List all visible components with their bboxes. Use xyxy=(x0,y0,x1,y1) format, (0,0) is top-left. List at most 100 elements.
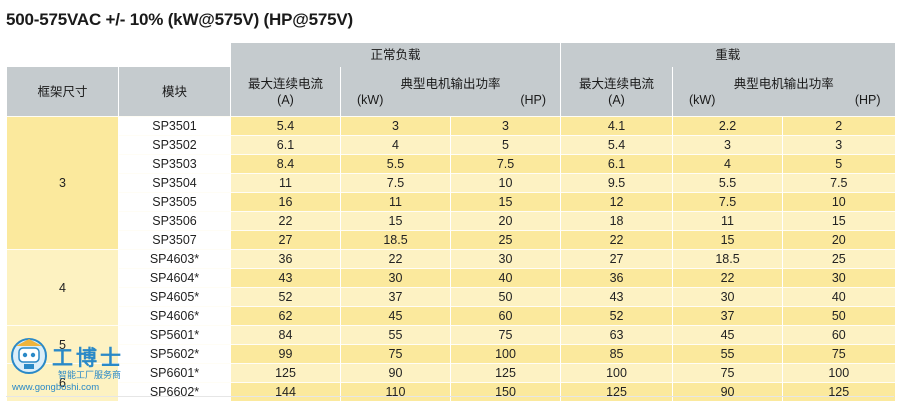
value-cell-h-a: 63 xyxy=(560,325,673,345)
value-cell-n-hp: 10 xyxy=(449,173,561,193)
value-cell-h-kw: 30 xyxy=(672,287,783,307)
header-row-groups: 正常负载 重载 xyxy=(6,43,895,67)
value-cell-n-kw: 11 xyxy=(340,192,451,212)
value-cell-h-kw: 7.5 xyxy=(672,192,783,212)
value-cell-h-hp: 20 xyxy=(782,230,895,250)
module-cell: SP4604* xyxy=(118,268,231,288)
value-cell-n-kw: 55 xyxy=(340,325,451,345)
value-cell-n-a: 52 xyxy=(230,287,341,307)
table-row: SP6602* 144 110 150 125 90 125 xyxy=(7,382,895,401)
table-row: 3 SP3501 5.4 3 3 4.1 2.2 2 xyxy=(6,116,895,250)
value-cell-n-hp: 150 xyxy=(449,382,561,401)
frame-size-cell: 6 xyxy=(6,363,119,401)
value-cell-h-hp: 60 xyxy=(782,325,895,345)
value-cell-n-a: 84 xyxy=(230,325,341,345)
value-cell-n-kw: 22 xyxy=(340,249,451,269)
module-cell: SP3507 xyxy=(118,230,231,250)
value-cell-n-kw: 45 xyxy=(340,306,451,326)
value-cell-h-a: 125 xyxy=(560,382,673,401)
header-unit: (A) xyxy=(277,92,294,107)
value-cell-h-kw: 22 xyxy=(672,268,783,288)
value-cell-h-a: 100 xyxy=(560,363,673,383)
value-cell-n-hp: 50 xyxy=(449,287,561,307)
value-cell-h-kw: 3 xyxy=(672,135,783,155)
module-cell: SP4606* xyxy=(118,306,231,326)
value-cell-h-hp: 5 xyxy=(782,154,895,174)
value-cell-n-hp: 3 xyxy=(449,116,561,136)
value-cell-n-kw: 37 xyxy=(340,287,451,307)
value-cell-n-kw: 7.5 xyxy=(340,173,451,193)
value-cell-h-hp: 3 xyxy=(782,135,895,155)
header-heavy-motor-power: 典型电机输出功率 (kW) (HP) xyxy=(672,67,895,117)
module-cell: SP3504 xyxy=(118,173,231,193)
table-row: 5 SP5601* 84 55 75 63 45 60 xyxy=(6,325,895,364)
value-cell-h-kw: 18.5 xyxy=(672,249,783,269)
table-row: SP4604* 43 30 40 36 22 30 xyxy=(7,268,895,288)
table-row: 4 SP4603* 36 22 30 27 18.5 25 xyxy=(6,249,895,326)
table-row: SP4605* 52 37 50 43 30 40 xyxy=(7,287,895,307)
value-cell-h-hp: 25 xyxy=(782,249,895,269)
value-cell-n-hp: 40 xyxy=(449,268,561,288)
header-normal-max-current: 最大连续电流 (A) xyxy=(230,67,341,117)
value-cell-n-hp: 7.5 xyxy=(449,154,561,174)
table-row: SP3506 22 15 20 18 11 15 xyxy=(7,211,895,231)
value-cell-n-kw: 90 xyxy=(340,363,451,383)
header-unit: (A) xyxy=(608,92,625,107)
value-cell-n-kw: 15 xyxy=(340,211,451,231)
frame-size-cell: 3 xyxy=(6,116,119,250)
value-cell-h-hp: 2 xyxy=(782,116,895,136)
value-cell-h-a: 4.1 xyxy=(560,116,673,136)
value-cell-h-kw: 55 xyxy=(672,344,783,364)
value-cell-h-a: 43 xyxy=(560,287,673,307)
table-row: SP3503 8.4 5.5 7.5 6.1 4 5 xyxy=(7,154,895,174)
header-blank xyxy=(118,43,231,67)
value-cell-h-a: 18 xyxy=(560,211,673,231)
module-cell: SP3505 xyxy=(118,192,231,212)
table-row: SP3507 27 18.5 25 22 15 20 xyxy=(7,230,895,250)
header-label: 最大连续电流 xyxy=(247,76,323,91)
frame-size-cell: 5 xyxy=(6,325,119,364)
value-cell-h-hp: 50 xyxy=(782,306,895,326)
value-cell-h-kw: 75 xyxy=(672,363,783,383)
value-cell-h-a: 36 xyxy=(560,268,673,288)
value-cell-h-hp: 15 xyxy=(782,211,895,231)
value-cell-h-hp: 10 xyxy=(782,192,895,212)
module-cell: SP4603* xyxy=(118,249,231,269)
value-cell-n-hp: 15 xyxy=(449,192,561,212)
module-cell: SP4605* xyxy=(118,287,231,307)
module-cell: SP3502 xyxy=(118,135,231,155)
value-cell-h-kw: 15 xyxy=(672,230,783,250)
value-cell-n-hp: 100 xyxy=(449,344,561,364)
module-cell: SP6602* xyxy=(118,382,231,401)
header-frame-size: 框架尺寸 xyxy=(6,67,119,117)
value-cell-h-kw: 90 xyxy=(672,382,783,401)
header-row-columns: 框架尺寸 模块 最大连续电流 (A) 典型电机输出功率 (kW) (HP) 最大连… xyxy=(6,67,895,117)
value-cell-n-hp: 20 xyxy=(449,211,561,231)
drive-rating-table: 正常负载 重载 框架尺寸 模块 最大连续电流 (A) 典型电机输出功率 (kW)… xyxy=(6,43,895,401)
header-unit: (kW) xyxy=(357,92,384,107)
value-cell-h-a: 27 xyxy=(560,249,673,269)
value-cell-n-a: 125 xyxy=(230,363,341,383)
value-cell-n-a: 22 xyxy=(230,211,341,231)
value-cell-n-a: 16 xyxy=(230,192,341,212)
header-unit: (HP) xyxy=(520,92,547,107)
header-label: 最大连续电流 xyxy=(579,76,655,91)
value-cell-n-kw: 110 xyxy=(340,382,451,401)
module-cell: SP5602* xyxy=(118,344,231,364)
value-cell-h-a: 12 xyxy=(560,192,673,212)
table-row: 6 SP6601* 125 90 125 100 75 100 xyxy=(6,363,895,401)
value-cell-n-a: 62 xyxy=(230,306,341,326)
table-row: SP3504 11 7.5 10 9.5 5.5 7.5 xyxy=(7,173,895,193)
value-cell-n-a: 36 xyxy=(230,249,341,269)
value-cell-h-kw: 5.5 xyxy=(672,173,783,193)
value-cell-n-kw: 30 xyxy=(340,268,451,288)
module-cell: SP3503 xyxy=(118,154,231,174)
header-module: 模块 xyxy=(118,67,231,117)
value-cell-n-hp: 60 xyxy=(449,306,561,326)
header-unit: (HP) xyxy=(854,92,881,107)
table-body: 3 SP3501 5.4 3 3 4.1 2.2 2 SP3502 6.1 4 5 5.4 3 3 SP350… xyxy=(6,116,895,401)
module-cell: SP6601* xyxy=(118,363,231,383)
header-normal-duty: 正常负载 xyxy=(229,43,561,67)
header-label: 典型电机输出功率 xyxy=(400,76,501,91)
header-normal-motor-power: 典型电机输出功率 (kW) (HP) xyxy=(339,67,561,117)
